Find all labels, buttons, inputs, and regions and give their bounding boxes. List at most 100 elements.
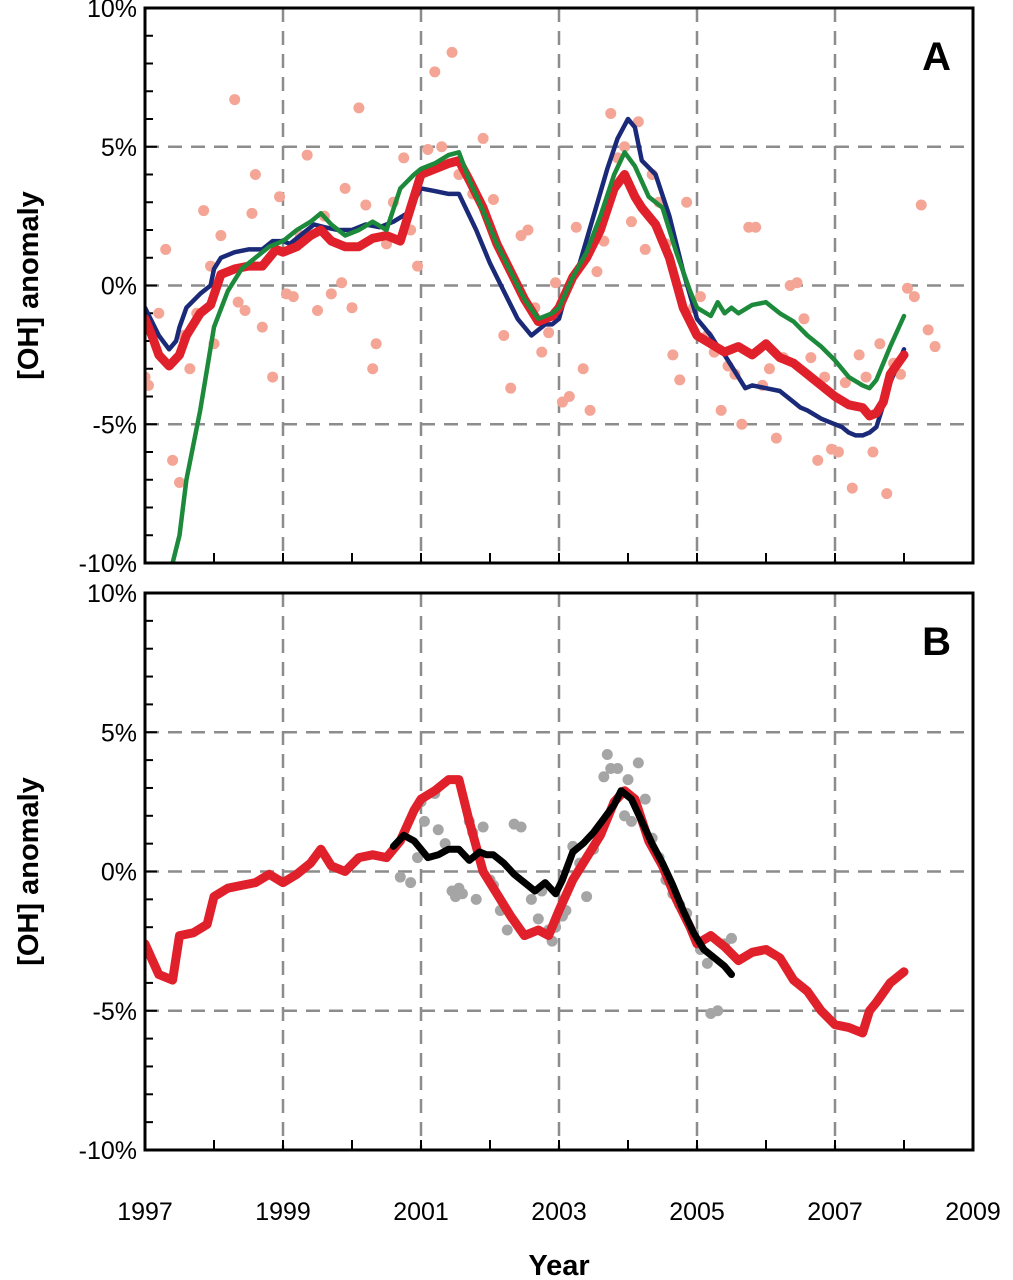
data-point <box>908 291 920 303</box>
data-point <box>901 282 913 294</box>
data-point <box>860 371 872 383</box>
y-tick-label: -10% <box>79 550 137 578</box>
data-point <box>791 277 803 289</box>
data-point <box>353 102 365 114</box>
data-point <box>145 379 154 391</box>
data-point <box>601 749 613 761</box>
data-point <box>726 932 737 944</box>
data-point <box>895 368 907 380</box>
data-point <box>798 313 810 325</box>
series-scatter <box>145 46 941 500</box>
y-axis-title: [OH] anomaly <box>13 777 45 966</box>
data-point <box>929 341 941 353</box>
data-point <box>667 349 679 361</box>
data-point <box>819 371 831 383</box>
x-axis-title: Year <box>528 1250 589 1280</box>
data-point <box>563 391 575 402</box>
data-point <box>867 446 879 458</box>
data-point <box>581 891 593 903</box>
data-point <box>498 329 510 341</box>
data-point <box>429 66 441 78</box>
series-scatter <box>394 749 737 1020</box>
data-point <box>915 199 927 211</box>
y-tick-label: 5% <box>101 719 137 747</box>
data-point <box>174 477 185 489</box>
data-point <box>681 196 693 208</box>
data-point <box>881 488 893 500</box>
x-tick-label: 2001 <box>393 1198 449 1226</box>
data-point <box>287 291 299 303</box>
series-line <box>145 116 907 438</box>
data-point <box>418 815 430 827</box>
y-axis-title: [OH] anomaly <box>13 191 45 380</box>
data-point <box>398 152 410 164</box>
y-tick-label: 5% <box>101 134 137 162</box>
data-point <box>346 302 358 314</box>
series-line <box>389 787 735 978</box>
data-point <box>619 141 631 153</box>
data-point <box>487 193 499 205</box>
data-point <box>701 957 713 969</box>
data-point <box>198 205 210 217</box>
data-point <box>249 169 261 180</box>
data-point <box>832 446 844 458</box>
data-point <box>674 374 686 386</box>
series-line <box>145 775 909 1038</box>
data-point <box>525 893 537 905</box>
data-point <box>446 46 458 58</box>
data-point <box>405 877 417 889</box>
data-point <box>694 291 706 303</box>
data-point <box>167 454 179 466</box>
data-point <box>805 352 817 364</box>
panel-label: A <box>922 35 951 79</box>
data-point <box>846 482 858 494</box>
data-point <box>367 363 379 375</box>
data-point <box>312 304 323 316</box>
data-point <box>301 149 313 161</box>
series-line <box>170 150 907 563</box>
data-point <box>622 774 634 786</box>
data-point <box>922 324 934 336</box>
data-point <box>370 338 382 350</box>
panel-label: B <box>922 620 951 664</box>
data-point <box>550 277 562 289</box>
data-point <box>770 432 782 444</box>
data-point <box>274 191 286 203</box>
data-point <box>712 1005 724 1017</box>
data-point <box>412 852 424 864</box>
data-point <box>246 207 258 219</box>
data-point <box>256 321 268 333</box>
data-point <box>501 924 513 936</box>
data-point <box>153 307 165 319</box>
x-tick-label: 1997 <box>117 1198 173 1226</box>
data-point <box>412 260 424 272</box>
y-tick-label: -10% <box>79 1137 137 1165</box>
data-point <box>477 132 489 144</box>
y-tick-label: 0% <box>101 273 137 301</box>
data-point <box>736 418 748 430</box>
x-tick-label: 2009 <box>945 1198 1001 1226</box>
data-point <box>763 363 775 375</box>
data-point <box>532 913 544 925</box>
data-point <box>632 116 644 128</box>
data-point <box>632 757 644 769</box>
data-point <box>232 296 244 308</box>
data-point <box>229 94 241 106</box>
data-point <box>715 404 727 416</box>
y-tick-label: -5% <box>93 998 137 1026</box>
data-point <box>591 266 603 278</box>
data-point <box>336 277 348 289</box>
data-point <box>515 821 527 833</box>
y-tick-label: 10% <box>87 580 137 608</box>
y-tick-label: 10% <box>87 0 137 23</box>
data-point <box>432 824 444 836</box>
data-point <box>325 288 337 300</box>
data-point <box>812 454 824 466</box>
data-point <box>598 771 610 783</box>
data-point <box>625 815 637 827</box>
data-point <box>436 141 448 153</box>
x-tick-label: 2007 <box>807 1198 863 1226</box>
data-point <box>215 230 227 242</box>
x-tick-label: 2005 <box>669 1198 725 1226</box>
data-point <box>536 346 548 358</box>
